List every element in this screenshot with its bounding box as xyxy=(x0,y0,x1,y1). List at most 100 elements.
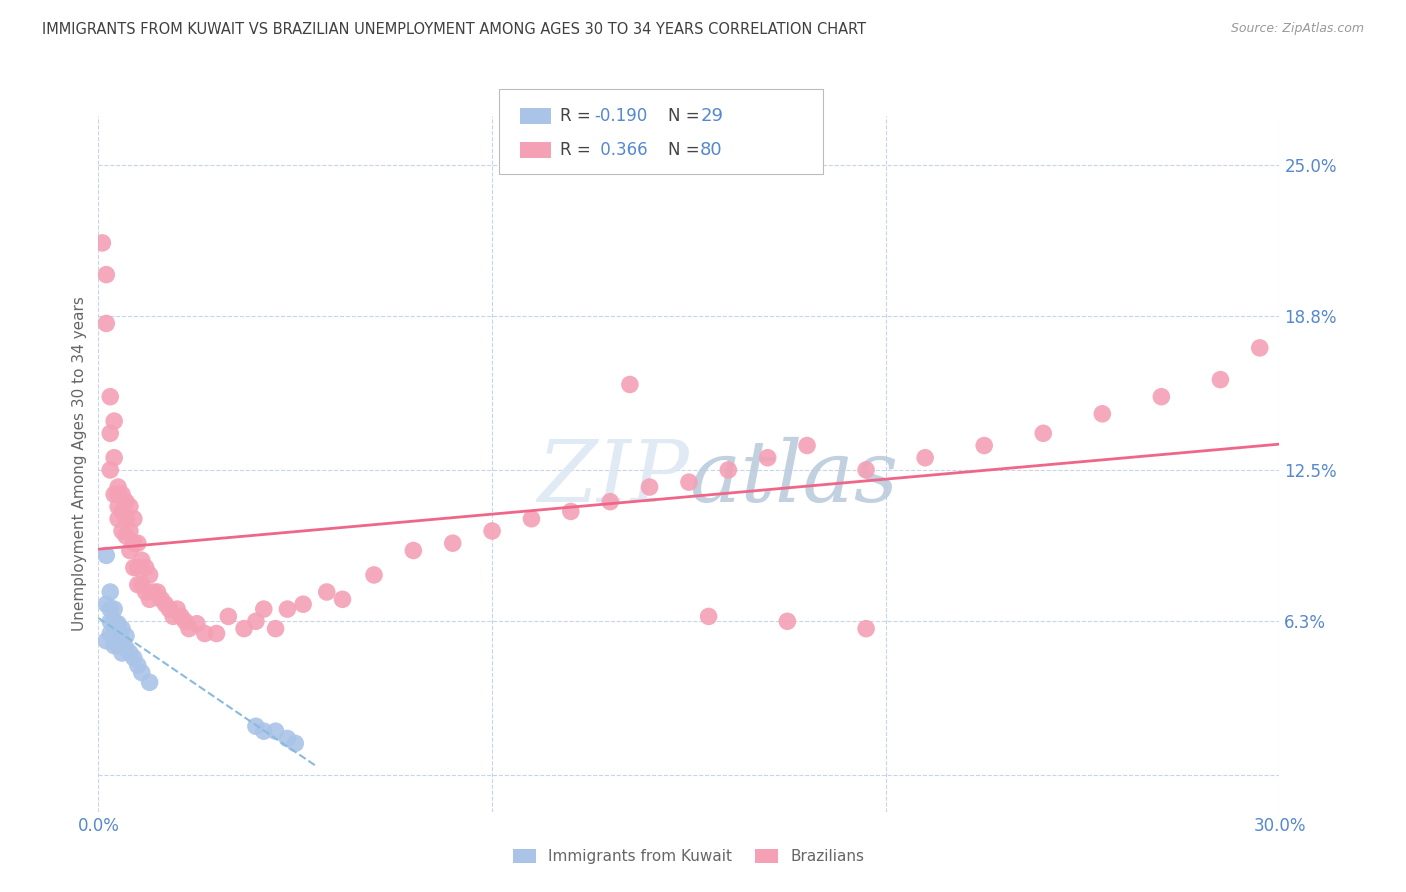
Point xyxy=(122,512,145,526)
Point xyxy=(253,602,276,616)
Point xyxy=(111,646,134,660)
Point xyxy=(756,450,779,465)
Point xyxy=(91,235,114,250)
Point xyxy=(217,609,239,624)
Point xyxy=(127,536,149,550)
Point xyxy=(481,524,503,538)
Point xyxy=(107,626,129,640)
Point xyxy=(98,626,121,640)
Point xyxy=(1209,373,1232,387)
Point xyxy=(115,494,138,508)
Point xyxy=(107,639,129,653)
Point xyxy=(127,577,149,591)
Point xyxy=(96,268,118,282)
Point xyxy=(103,639,125,653)
Point xyxy=(111,622,134,636)
Text: 80: 80 xyxy=(700,141,723,159)
Point xyxy=(111,504,134,518)
Point xyxy=(638,480,661,494)
Text: IMMIGRANTS FROM KUWAIT VS BRAZILIAN UNEMPLOYMENT AMONG AGES 30 TO 34 YEARS CORRE: IMMIGRANTS FROM KUWAIT VS BRAZILIAN UNEM… xyxy=(42,22,866,37)
Point xyxy=(796,438,818,452)
Point xyxy=(276,731,298,746)
Text: N =: N = xyxy=(668,141,704,159)
Point xyxy=(107,512,129,526)
Point xyxy=(98,602,121,616)
Point xyxy=(138,568,160,582)
Point xyxy=(315,585,337,599)
Point xyxy=(115,512,138,526)
Point xyxy=(115,629,138,643)
Point xyxy=(146,585,169,599)
Point xyxy=(127,658,149,673)
Point xyxy=(118,646,141,660)
Point xyxy=(1150,390,1173,404)
Point xyxy=(118,500,141,514)
Point xyxy=(103,602,125,616)
Point xyxy=(174,615,197,629)
Point xyxy=(245,719,267,733)
Point xyxy=(96,317,118,331)
Point xyxy=(155,597,177,611)
Point xyxy=(177,622,200,636)
Point xyxy=(166,602,188,616)
Point xyxy=(98,426,121,441)
Point xyxy=(292,597,315,611)
Point xyxy=(855,463,877,477)
Text: atlas: atlas xyxy=(689,436,898,519)
Text: 29: 29 xyxy=(700,107,723,125)
Point xyxy=(96,597,118,611)
Point xyxy=(115,529,138,543)
Point xyxy=(194,626,217,640)
Point xyxy=(98,390,121,404)
Text: 0.366: 0.366 xyxy=(595,141,647,159)
Point xyxy=(678,475,700,490)
Point xyxy=(205,626,228,640)
Point xyxy=(111,524,134,538)
Point xyxy=(118,543,141,558)
Point xyxy=(441,536,464,550)
Point xyxy=(855,622,877,636)
Point xyxy=(150,592,173,607)
Point xyxy=(1032,426,1054,441)
Point xyxy=(914,450,936,465)
Text: N =: N = xyxy=(668,107,704,125)
Point xyxy=(402,543,425,558)
Legend: Immigrants from Kuwait, Brazilians: Immigrants from Kuwait, Brazilians xyxy=(508,843,870,871)
Point xyxy=(122,651,145,665)
Point xyxy=(131,577,153,591)
Point xyxy=(103,626,125,640)
Point xyxy=(96,549,118,563)
Y-axis label: Unemployment Among Ages 30 to 34 years: Unemployment Among Ages 30 to 34 years xyxy=(72,296,87,632)
Point xyxy=(276,602,298,616)
Text: Source: ZipAtlas.com: Source: ZipAtlas.com xyxy=(1230,22,1364,36)
Point xyxy=(127,560,149,574)
Point xyxy=(122,536,145,550)
Point xyxy=(1249,341,1271,355)
Text: R =: R = xyxy=(560,141,596,159)
Point xyxy=(560,504,582,518)
Point xyxy=(107,487,129,501)
Point xyxy=(253,724,276,739)
Point xyxy=(103,615,125,629)
Point xyxy=(264,724,287,739)
Point xyxy=(717,463,740,477)
Text: R =: R = xyxy=(560,107,596,125)
Point xyxy=(111,487,134,501)
Point xyxy=(520,512,543,526)
Point xyxy=(131,553,153,567)
Point xyxy=(103,414,125,428)
Point xyxy=(973,438,995,452)
Point xyxy=(103,450,125,465)
Point xyxy=(131,665,153,680)
Point xyxy=(162,609,184,624)
Point xyxy=(170,609,193,624)
Point xyxy=(599,494,621,508)
Point xyxy=(107,616,129,631)
Point xyxy=(332,592,354,607)
Point xyxy=(233,622,256,636)
Point xyxy=(111,633,134,648)
Point xyxy=(96,633,118,648)
Point xyxy=(157,602,180,616)
Point xyxy=(103,487,125,501)
Point xyxy=(98,615,121,629)
